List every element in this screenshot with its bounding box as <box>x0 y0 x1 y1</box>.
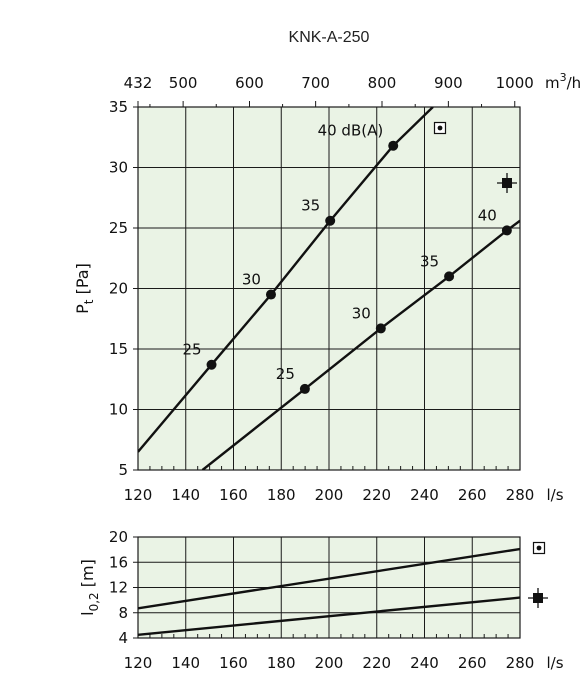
throw-x-tick-label: 180 <box>267 654 296 672</box>
pressure-y-tick-label: 10 <box>109 401 128 419</box>
pressure-series-1-marker-label: 40 dB(A) <box>318 122 384 140</box>
pressure-series-2-marker <box>299 383 310 394</box>
pressure-y-axis-label-sub: t <box>82 299 96 304</box>
pressure-x-tick-label: 140 <box>171 486 200 504</box>
pressure-y-tick-label: 15 <box>109 340 128 358</box>
throw-y-tick-label: 20 <box>109 528 128 546</box>
pressure-x-tick-label: 200 <box>315 486 344 504</box>
pressure-series-2-marker-label: 25 <box>276 365 295 383</box>
pressure-x-tick-label: 260 <box>458 486 487 504</box>
pressure-series-2-marker-label: 40 <box>478 206 497 224</box>
top-axis-tick-label: 700 <box>301 74 330 92</box>
pressure-series-1-marker <box>388 140 399 151</box>
open-square-symbol-icon <box>532 541 546 555</box>
pressure-y-tick-label: 20 <box>109 280 128 298</box>
pressure-series-1-marker-label: 30 <box>242 271 261 289</box>
throw-x-tick-label: 120 <box>124 654 153 672</box>
pressure-x-tick-label: 120 <box>124 486 153 504</box>
top-axis-tick-label: 900 <box>434 74 463 92</box>
pressure-y-axis-label: Pt [Pa] <box>73 263 96 314</box>
top-axis-tick-label: 500 <box>169 74 198 92</box>
pressure-series-2-marker <box>501 225 512 236</box>
pressure-series-1-marker <box>265 289 276 300</box>
throw-y-tick-label: 4 <box>118 629 128 647</box>
pressure-y-axis-label-unit: [Pa] <box>73 263 92 299</box>
throw-x-tick-label: 260 <box>458 654 487 672</box>
throw-y-tick-label: 8 <box>118 604 128 622</box>
throw-chart: 120 140 160 180 200 220 240 260 280 4 8 12 16 20 l/s l0… <box>78 528 564 672</box>
pressure-y-tick-label: 25 <box>109 219 128 237</box>
pressure-y-tick-label: 35 <box>109 98 128 116</box>
throw-y-axis-label-unit: [m] <box>78 559 97 592</box>
filled-square-symbol-icon <box>528 588 548 608</box>
throw-x-axis-label: l/s <box>546 654 563 672</box>
throw-y-axis-label-sub: 0,2 <box>87 592 101 611</box>
top-axis-unit-sup: 3 <box>560 71 567 84</box>
pressure-series-1-marker-label: 25 <box>182 341 201 359</box>
top-axis-unit-rest: /h <box>567 74 582 92</box>
throw-x-tick-label: 200 <box>315 654 344 672</box>
top-axis-unit: m3/h <box>545 71 581 92</box>
throw-x-tick-label: 140 <box>171 654 200 672</box>
pressure-x-axis-label: l/s <box>546 486 563 504</box>
pressure-y-tick-label: 30 <box>109 159 128 177</box>
pressure-series-line-1 <box>138 107 434 453</box>
throw-y-tick-label: 12 <box>109 579 128 597</box>
throw-x-tick-label: 160 <box>219 654 248 672</box>
pressure-series-2-marker <box>444 271 455 282</box>
filled-square-symbol-icon <box>497 173 517 193</box>
pressure-series-1-marker-label: 35 <box>301 197 320 215</box>
pressure-series-2-marker <box>375 323 386 334</box>
throw-series-line-2 <box>138 596 520 636</box>
pressure-x-tick-label: 280 <box>506 486 535 504</box>
pressure-chart: 120 140 160 180 200 220 240 260 2805101520253035… <box>73 71 581 504</box>
throw-y-axis-label-main: l <box>78 611 97 615</box>
top-axis-unit-main: m <box>545 74 560 92</box>
pressure-x-tick-label: 160 <box>219 486 248 504</box>
pressure-x-tick-label: 240 <box>410 486 439 504</box>
top-axis-tick-label: 600 <box>235 74 264 92</box>
throw-x-tick-label: 240 <box>410 654 439 672</box>
top-axis-tick-label: 432 <box>124 74 153 92</box>
throw-x-tick-label: 220 <box>362 654 391 672</box>
pressure-x-tick-label: 180 <box>267 486 296 504</box>
top-axis-tick-label: 800 <box>368 74 397 92</box>
pressure-y-tick-label: 5 <box>118 461 128 479</box>
throw-plot-frame <box>137 536 521 639</box>
pressure-y-axis-label-main: P <box>73 304 92 314</box>
throw-y-tick-label: 16 <box>109 553 128 571</box>
top-axis-tick-label: 1000 <box>496 74 534 92</box>
chart-title: KNK-A-250 <box>289 29 370 46</box>
throw-x-tick-label: 280 <box>506 654 535 672</box>
throw-y-axis-label: l0,2 [m] <box>78 559 101 616</box>
pressure-plot-frame <box>137 106 521 471</box>
pressure-series-2-marker-label: 30 <box>352 304 371 322</box>
throw-series-line-1 <box>138 547 520 610</box>
pressure-series-2-marker-label: 35 <box>420 252 439 270</box>
pressure-x-tick-label: 220 <box>362 486 391 504</box>
pressure-series-1-marker <box>206 359 217 370</box>
open-square-symbol-icon <box>433 121 447 135</box>
pressure-series-1-marker <box>325 215 336 226</box>
